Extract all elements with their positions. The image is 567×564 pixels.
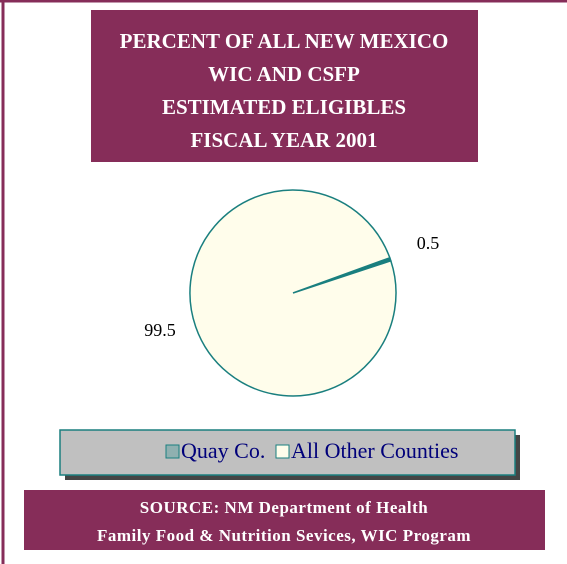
pie-slice bbox=[189, 189, 397, 397]
data-label: 0.5 bbox=[417, 233, 440, 253]
legend-label: Quay Co. bbox=[181, 438, 265, 463]
chart-title: FISCAL YEAR 2001 bbox=[190, 128, 377, 152]
legend-swatch bbox=[165, 444, 180, 459]
legend-swatch bbox=[275, 444, 290, 459]
source-note: SOURCE: NM Department of Health bbox=[140, 498, 428, 517]
source-note: Family Food & Nutrition Sevices, WIC Pro… bbox=[97, 526, 471, 545]
title-box bbox=[91, 10, 478, 162]
data-label: 99.5 bbox=[144, 320, 176, 340]
legend-label: All Other Counties bbox=[291, 438, 458, 463]
source-box bbox=[24, 490, 545, 550]
chart-title: ESTIMATED ELIGIBLES bbox=[162, 95, 406, 119]
chart-title: WIC AND CSFP bbox=[208, 62, 360, 86]
chart-title: PERCENT OF ALL NEW MEXICO bbox=[120, 29, 449, 53]
